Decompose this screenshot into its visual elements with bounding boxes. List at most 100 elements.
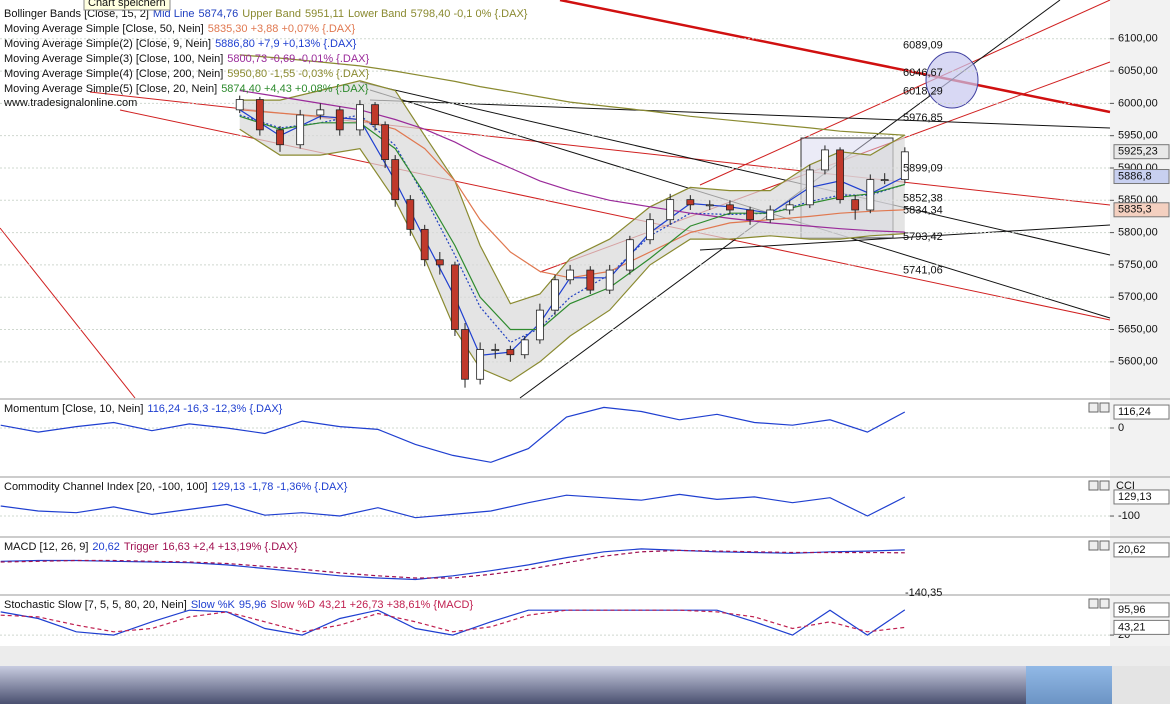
candle-body — [785, 204, 794, 211]
legend-name: Lower Band — [348, 8, 407, 20]
legend-row: Moving Average Simple(2) [Close, 9, Nein… — [4, 38, 357, 50]
band-fill — [239, 80, 905, 382]
candle-body — [625, 239, 634, 271]
candle-body — [255, 99, 264, 131]
layers: 6100,006050,006000,005950,005900,005850,… — [0, 8, 1170, 662]
panel-button[interactable] — [1088, 598, 1099, 609]
legend-name: Moving Average Simple(4) [Close, 200, Ne… — [4, 68, 223, 80]
last-value-label: 116,24 — [1118, 406, 1151, 418]
legend-values: 129,13 -1,78 -1,36% {.DAX} — [212, 481, 348, 493]
legend-name: Mid Line — [153, 8, 195, 20]
tooltip-box — [83, 0, 171, 11]
candle-body — [476, 349, 485, 380]
legend-values: 5800,73 -0,69 -0,01% {.DAX} — [227, 53, 369, 65]
candle-body — [566, 269, 575, 281]
moving-average — [239, 54, 905, 136]
website: www.tradesignalonline.com — [3, 97, 137, 109]
candle-body — [406, 199, 415, 230]
trend-line — [699, 224, 1111, 251]
legend-row: Moving Average Simple(5) [Close, 20, Nei… — [4, 83, 369, 95]
y-tick-label: 0 — [1118, 422, 1124, 434]
indicator-line — [0, 549, 905, 579]
legend-values: 20,62 — [92, 541, 120, 553]
last-value-box — [1113, 404, 1170, 420]
last-value-label: 43,21 — [1118, 621, 1146, 633]
panel-button[interactable] — [1088, 480, 1099, 491]
candle-body — [605, 269, 614, 291]
trend-line — [369, 99, 1111, 129]
last-value-box — [1113, 169, 1170, 185]
legend-values: 5874,40 +4,43 +0,08% {.DAX} — [221, 83, 369, 95]
legend-title: Momentum [Close, 10, Nein] — [4, 403, 143, 415]
last-value-label: 5835,3 — [1118, 204, 1152, 216]
legend-name: Moving Average Simple(5) [Close, 20, Nei… — [4, 83, 217, 95]
candle-body — [235, 99, 244, 111]
trend-line — [359, 81, 1111, 256]
panel-close[interactable] — [1099, 598, 1110, 609]
price-label: 6089,09 — [903, 40, 943, 52]
last-value-box — [1113, 202, 1170, 218]
candle-body — [836, 149, 844, 201]
candle-body — [900, 151, 909, 181]
navigator[interactable] — [0, 666, 1112, 704]
y-tick-label: 5700,00 — [1118, 291, 1158, 303]
candle-body — [851, 199, 860, 211]
legend-values: 5874,76 — [199, 8, 239, 20]
moving-average — [239, 115, 905, 331]
legend-row: Moving Average Simple(3) [Close, 100, Ne… — [4, 53, 370, 65]
last-value-box — [1113, 602, 1170, 618]
offscale-label: -140,35 — [905, 587, 942, 599]
legend-row: Bollinger Bands [Close, 15, 2] Mid Line 58… — [4, 8, 528, 20]
last-value-label: 5886,8 — [1118, 170, 1152, 182]
candle-body — [586, 269, 595, 291]
candle-body — [335, 109, 344, 131]
candle-body — [535, 309, 544, 341]
price-label: 5834,34 — [903, 204, 943, 216]
candle-body — [381, 124, 390, 160]
y-tick-label: 5950,00 — [1118, 130, 1158, 142]
candle-body — [746, 209, 754, 221]
last-value-box — [1113, 619, 1170, 635]
candle-body — [821, 149, 829, 171]
panel-button[interactable] — [1088, 402, 1099, 413]
panel-close[interactable] — [1099, 480, 1110, 491]
legend-row: Moving Average Simple(4) [Close, 200, Ne… — [4, 68, 370, 80]
price-label: 5899,09 — [903, 162, 943, 174]
y-tick-label: 5750,00 — [1118, 259, 1158, 271]
legend-row: MACD [12, 26, 9] 20,62 Trigger 16,63 +2,4 +… — [4, 541, 298, 553]
last-value-label: 129,13 — [1118, 491, 1152, 503]
axis-label: CCI — [1116, 480, 1135, 492]
legend-title: MACD [12, 26, 9] — [4, 541, 88, 553]
price-label: 5852,38 — [903, 193, 943, 205]
legend-values: 5835,30 +3,88 +0,07% {.DAX} — [208, 23, 356, 35]
indicator-line — [0, 493, 906, 519]
last-value-box — [1113, 144, 1170, 160]
panel-close[interactable] — [1099, 540, 1110, 551]
ellipse-marker — [925, 51, 979, 109]
y-tick-label: 5600,00 — [1118, 356, 1158, 368]
panel-button[interactable] — [1088, 540, 1099, 551]
price-label: 5793,42 — [903, 231, 943, 243]
trend-line — [699, 0, 1111, 186]
candle-body — [371, 104, 379, 126]
legend-name: Moving Average Simple [Close, 50, Nein] — [4, 23, 204, 35]
candle-body — [461, 329, 469, 380]
legend-values: 5798,40 -0,1 0% {.DAX} — [411, 8, 528, 20]
panel-close[interactable] — [1099, 402, 1110, 413]
indicator-line — [0, 406, 906, 463]
legend-values: 95,96 — [239, 599, 267, 611]
legend-name: Trigger — [124, 541, 159, 553]
y-tick-label: 6000,00 — [1118, 97, 1158, 109]
legend-row: Stochastic Slow [7, 5, 5, 80, 20, Nein] S… — [4, 599, 473, 611]
last-value-label: 5925,23 — [1118, 146, 1158, 158]
y-tick-label: 5800,00 — [1118, 227, 1158, 239]
candle-body — [420, 228, 429, 261]
last-value-label: 95,96 — [1118, 604, 1146, 616]
time-axis-background — [0, 646, 1170, 666]
legend-values: 116,24 -16,3 -12,3% {.DAX} — [147, 403, 282, 415]
navigator-window[interactable] — [1026, 666, 1112, 704]
legend-name: Moving Average Simple(3) [Close, 100, Ne… — [4, 53, 223, 65]
candle-body — [506, 349, 515, 356]
price-label: 6046,67 — [903, 67, 943, 79]
